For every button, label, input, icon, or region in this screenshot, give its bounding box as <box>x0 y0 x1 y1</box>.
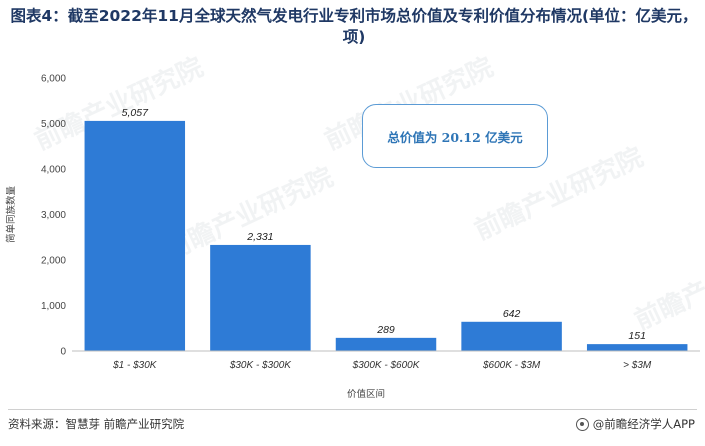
footer-divider <box>8 409 697 410</box>
y-tick-label: 5,000 <box>41 119 66 130</box>
x-tick-label: $300K - $600K <box>352 360 421 371</box>
total-value-callout: 总价值为 20.12 亿美元 <box>362 104 548 168</box>
x-tick-label: $600K - $3M <box>482 360 541 371</box>
bar-value-label: 5,057 <box>122 107 149 119</box>
y-tick-label: 2,000 <box>41 256 66 267</box>
bars-group: 5,057 2,331 289 642 151 <box>84 107 688 352</box>
bar-value-label: 2,331 <box>246 231 273 243</box>
watermark-text: 前瞻产业研究院 <box>630 231 705 336</box>
bar <box>335 337 437 351</box>
x-axis: $1 - $30K $30K - $300K $300K - $600K $600K … <box>72 350 700 371</box>
y-axis-label: 简单同族数量 <box>5 186 17 244</box>
bar <box>84 120 186 352</box>
bar <box>461 321 562 351</box>
brand-text: @前瞻经济学人APP <box>592 417 695 431</box>
source-note: 资料来源：智慧芽 前瞻产业研究院 <box>8 417 185 431</box>
bar <box>586 344 688 351</box>
x-axis-label: 价值区间 <box>347 388 385 400</box>
x-tick-label: $30K - $300K <box>229 360 292 371</box>
bar-value-label: 289 <box>376 324 395 336</box>
y-tick-label: 1,000 <box>41 301 66 312</box>
y-axis: 0 1,000 2,000 3,000 4,000 5,000 6,000 <box>41 74 66 358</box>
chart-title: 图表4：截至2022年11月全球天然气发电行业专利市场总价值及专利价值分布情况(… <box>10 7 698 46</box>
y-tick-label: 3,000 <box>41 210 66 221</box>
brand-credit: @前瞻经济学人APP <box>575 416 695 432</box>
bar-value-label: 151 <box>628 330 646 342</box>
brand-logo-icon <box>575 417 589 431</box>
x-tick-label: > $3M <box>623 360 652 371</box>
y-tick-label: 0 <box>60 347 66 358</box>
x-tick-label: $1 - $30K <box>112 360 158 371</box>
y-tick-label: 6,000 <box>41 74 66 85</box>
bar-value-label: 642 <box>503 308 521 320</box>
bar <box>210 244 311 351</box>
y-tick-label: 4,000 <box>41 165 66 176</box>
